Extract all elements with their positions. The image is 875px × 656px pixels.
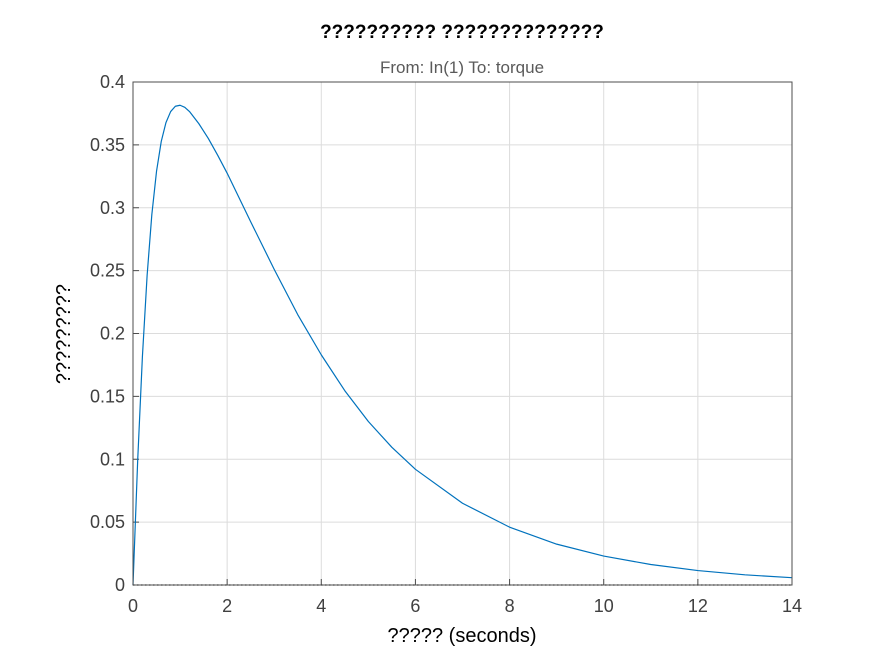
y-tick-label: 0.15 bbox=[90, 386, 125, 406]
y-tick-label: 0.1 bbox=[100, 449, 125, 469]
y-tick-label: 0.4 bbox=[100, 72, 125, 92]
y-tick-labels: 0 0.05 0.1 0.15 0.2 0.25 0.3 0.35 0.4 bbox=[90, 72, 125, 595]
x-tick-label: 8 bbox=[505, 596, 515, 616]
chart-title: ?????????? ?????????????? bbox=[320, 22, 604, 43]
x-tick-label: 2 bbox=[222, 596, 232, 616]
chart-subtitle: From: In(1) To: torque bbox=[380, 58, 544, 77]
response-line bbox=[132, 104, 793, 586]
x-axis-label: ????? (seconds) bbox=[388, 625, 537, 647]
x-tick-labels: 0 2 4 6 8 10 12 14 bbox=[128, 596, 802, 616]
x-tick-label: 10 bbox=[594, 596, 614, 616]
y-tick-label: 0.35 bbox=[90, 135, 125, 155]
series-group bbox=[132, 104, 793, 586]
y-tick-label: 0.2 bbox=[100, 324, 125, 344]
y-tick-label: 0.05 bbox=[90, 512, 125, 532]
y-tick-label: 0.25 bbox=[90, 261, 125, 281]
x-tick-label: 4 bbox=[316, 596, 326, 616]
y-tick-label: 0 bbox=[115, 575, 125, 595]
x-tick-label: 0 bbox=[128, 596, 138, 616]
x-tick-label: 12 bbox=[688, 596, 708, 616]
y-axis-label: ????????? bbox=[53, 284, 75, 384]
y-tick-label: 0.3 bbox=[100, 198, 125, 218]
x-tick-label: 14 bbox=[782, 596, 802, 616]
plot-frame bbox=[132, 81, 793, 586]
x-tick-label: 6 bbox=[410, 596, 420, 616]
